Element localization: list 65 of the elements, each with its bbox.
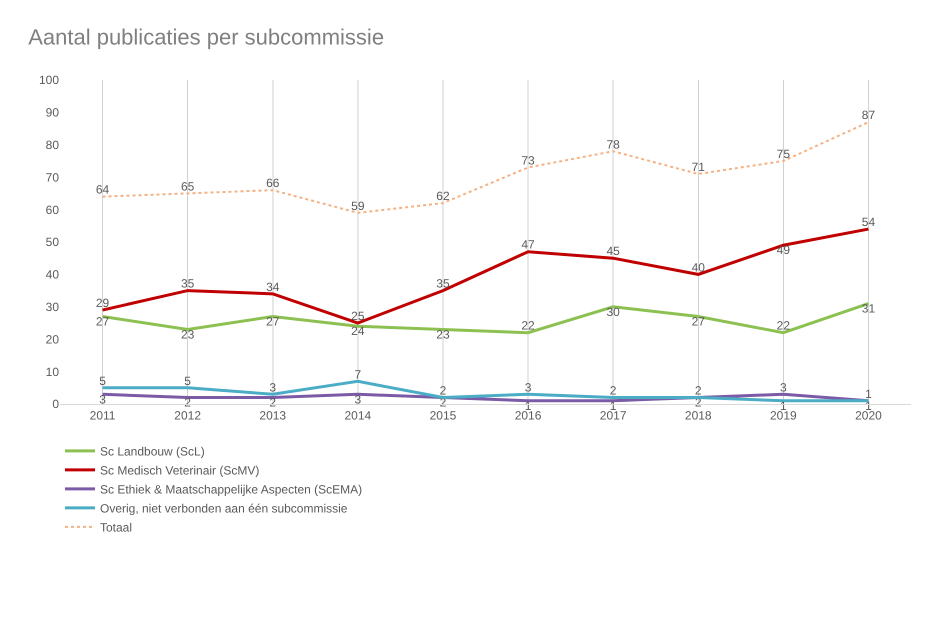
data-label: 27 — [266, 314, 280, 329]
y-tick-label: 70 — [46, 170, 60, 184]
y-tick-label: 40 — [46, 268, 60, 282]
legend-label: Sc Landbouw (ScL) — [100, 444, 205, 459]
legend-label: Sc Medisch Veterinair (ScMV) — [100, 464, 260, 478]
data-label: 40 — [692, 260, 706, 274]
data-label: 3 — [524, 380, 532, 394]
data-label: 22 — [521, 318, 536, 333]
data-label: 34 — [266, 280, 280, 294]
y-tick-label: 10 — [46, 364, 60, 379]
data-label: 78 — [606, 137, 620, 152]
data-label: 27 — [96, 314, 110, 329]
data-label: 27 — [692, 314, 706, 329]
data-label: 35 — [436, 276, 450, 291]
data-label: 59 — [351, 198, 365, 213]
y-tick-label: 30 — [46, 300, 60, 314]
legend-label: Sc Ethiek & Maatschappelijke Aspecten (ScEMA) — [100, 482, 362, 497]
data-label: 30 — [606, 304, 620, 319]
legend-label: Overig, niet verbonden aan één subcommissie — [100, 502, 348, 516]
x-tick-label: 2014 — [344, 408, 372, 422]
data-label: 47 — [521, 238, 536, 252]
data-label: 54 — [862, 215, 876, 230]
data-label: 3 — [780, 380, 788, 394]
data-label: 64 — [96, 182, 110, 197]
data-label: 2 — [610, 384, 617, 398]
y-tick-label: 90 — [46, 106, 60, 120]
x-tick-label: 2018 — [684, 408, 712, 422]
y-tick-label: 80 — [46, 138, 60, 152]
data-label: 49 — [776, 243, 790, 258]
legend-label: Totaal — [100, 520, 132, 535]
x-tick-label: 2015 — [430, 408, 457, 422]
data-label: 2 — [440, 384, 447, 398]
y-tick-label: 20 — [46, 332, 60, 346]
data-label: 24 — [351, 324, 365, 338]
x-tick-label: 2011 — [90, 408, 116, 422]
data-label: 75 — [776, 147, 790, 161]
data-label: 35 — [180, 276, 195, 291]
data-label: 31 — [862, 302, 876, 316]
x-tick-label: 2013 — [259, 408, 286, 422]
data-label: 5 — [184, 374, 192, 388]
y-tick-label: 60 — [46, 202, 60, 217]
data-label: 62 — [436, 189, 450, 204]
data-label: 3 — [269, 380, 276, 394]
data-label: 45 — [606, 244, 620, 258]
y-tick-label: 50 — [46, 235, 60, 250]
data-label: 29 — [96, 296, 110, 310]
data-label: 73 — [521, 153, 536, 168]
data-label: 2 — [694, 384, 702, 398]
data-label: 1 — [865, 386, 872, 401]
data-label: 87 — [862, 108, 876, 122]
data-label: 3 — [99, 392, 106, 406]
data-label: 3 — [354, 392, 362, 406]
y-tick-label: 0 — [52, 397, 60, 412]
x-tick-label: 2012 — [174, 408, 202, 422]
data-label: 23 — [180, 327, 195, 342]
data-label: 71 — [692, 160, 706, 174]
data-label: 66 — [266, 176, 280, 190]
data-label: 22 — [776, 318, 790, 333]
data-label: 7 — [354, 367, 362, 382]
data-label: 65 — [180, 179, 195, 194]
y-tick-label: 100 — [38, 73, 60, 88]
data-label: 5 — [99, 374, 106, 388]
data-label: 23 — [436, 327, 450, 342]
data-label: 25 — [351, 309, 365, 323]
chart-title: Aantal publicaties per subcommissie — [28, 24, 384, 50]
